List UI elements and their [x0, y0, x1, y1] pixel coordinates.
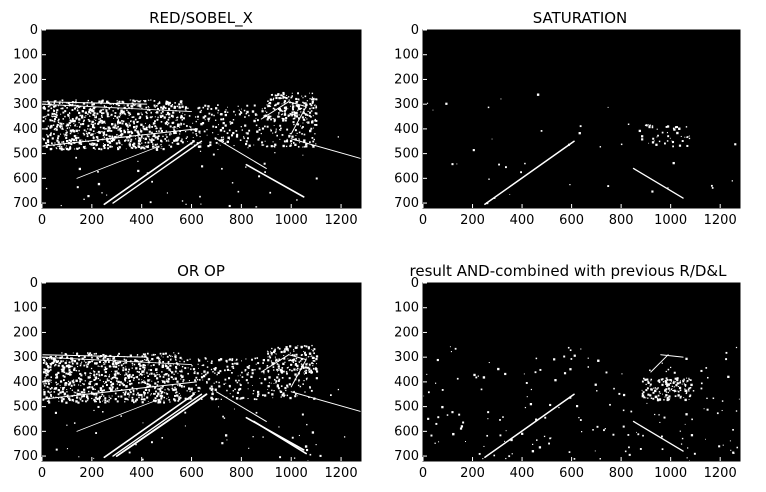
y-tick-label: 700 [394, 196, 419, 211]
x-tick-label: 1000 [275, 213, 308, 228]
x-tick-label: 0 [419, 213, 427, 228]
mask-image [423, 30, 740, 208]
x-tick-label: 200 [460, 466, 485, 481]
y-tick-label: 700 [394, 449, 419, 464]
y-tick-label: 100 [13, 48, 38, 63]
y-tick-label: 500 [394, 400, 419, 415]
panel-title: SATURATION [533, 9, 628, 27]
x-tick-label: 200 [460, 213, 485, 228]
y-tick-label: 0 [411, 23, 419, 38]
x-tick-label: 1200 [704, 213, 737, 228]
y-tick-label: 400 [394, 375, 419, 390]
panel-title: RED/SOBEL_X [149, 9, 253, 28]
y-tick-label: 600 [13, 171, 38, 186]
mask-image [423, 283, 741, 463]
y-tick-label: 100 [394, 48, 419, 63]
y-tick-label: 300 [394, 97, 419, 112]
panel-title: result AND-combined with previous R/D&L [410, 262, 728, 280]
y-tick-label: 100 [394, 301, 419, 316]
y-tick-label: 200 [13, 325, 38, 340]
y-tick-label: 100 [13, 301, 38, 316]
x-tick-label: 1200 [325, 213, 358, 228]
y-tick-label: 500 [13, 147, 38, 162]
y-tick-label: 0 [30, 276, 38, 291]
x-tick-label: 1200 [704, 466, 737, 481]
x-tick-label: 0 [38, 213, 46, 228]
x-tick-label: 1000 [654, 213, 687, 228]
y-tick-label: 600 [13, 424, 38, 439]
y-tick-label: 400 [394, 122, 419, 137]
x-tick-label: 1000 [275, 466, 308, 481]
y-tick-label: 300 [394, 350, 419, 365]
x-tick-label: 600 [559, 213, 584, 228]
x-tick-label: 200 [79, 466, 104, 481]
x-tick-label: 400 [129, 466, 154, 481]
y-tick-label: 600 [394, 424, 419, 439]
y-tick-label: 200 [13, 72, 38, 87]
x-tick-label: 800 [229, 213, 254, 228]
y-tick-label: 600 [394, 171, 419, 186]
panel-or-op: OR OP 0 200 400 600 800 1000 1200 0 100 200 300 400 5… [13, 262, 362, 481]
y-tick-label: 200 [394, 325, 419, 340]
y-tick-label: 700 [13, 449, 38, 464]
y-tick-label: 700 [13, 196, 38, 211]
y-tick-label: 300 [13, 97, 38, 112]
x-tick-label: 1000 [654, 466, 687, 481]
x-tick-label: 600 [179, 466, 204, 481]
y-tick-label: 400 [13, 122, 38, 137]
panel-and-combined: result AND-combined with previous R/D&L0… [394, 262, 741, 481]
x-tick-label: 400 [510, 213, 535, 228]
x-tick-label: 0 [419, 466, 427, 481]
x-tick-label: 600 [559, 466, 584, 481]
x-tick-label: 800 [609, 213, 634, 228]
y-tick-label: 300 [13, 350, 38, 365]
x-tick-label: 1200 [325, 466, 358, 481]
y-tick-label: 0 [30, 23, 38, 38]
x-tick-label: 800 [609, 466, 634, 481]
y-tick-label: 400 [13, 375, 38, 390]
x-tick-label: 400 [129, 213, 154, 228]
y-tick-label: 500 [394, 147, 419, 162]
x-tick-label: 0 [38, 466, 46, 481]
x-tick-label: 200 [79, 213, 104, 228]
panel-saturation: SATURATION 0 200 400 600 800 1000 1200 0 100 200 30… [394, 9, 741, 228]
panel-title: OR OP [177, 262, 225, 280]
y-tick-label: 500 [13, 400, 38, 415]
panel-red-sobel-x: RED/SOBEL_X 0 200 400 600 800 1000 1200 0 100 200 3… [13, 9, 362, 228]
x-tick-label: 600 [179, 213, 204, 228]
y-tick-label: 0 [411, 276, 419, 291]
x-tick-label: 400 [510, 466, 535, 481]
mask-image [41, 30, 362, 211]
x-tick-label: 800 [229, 466, 254, 481]
y-tick-label: 200 [394, 72, 419, 87]
mask-image [41, 283, 362, 462]
